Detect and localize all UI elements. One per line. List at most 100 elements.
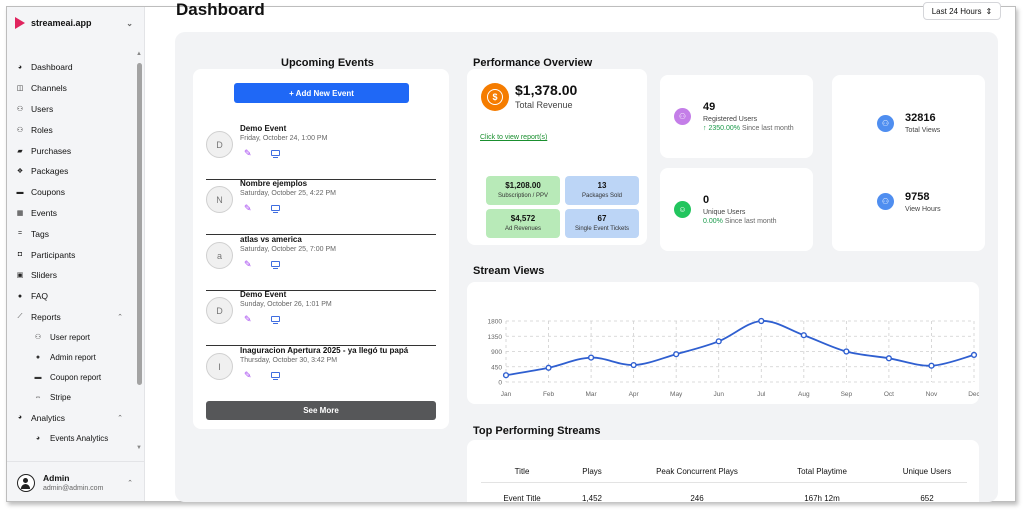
edit-icon[interactable]: ✎	[244, 259, 252, 269]
scroll-up-icon[interactable]: ▲	[136, 51, 142, 57]
sidebar-subitem-stripe[interactable]: ⇔ Stripe	[7, 387, 137, 407]
series-line	[505, 320, 975, 377]
table-cell: Event Title	[503, 494, 541, 503]
tile-value: $4,572	[510, 214, 536, 223]
list-item: D Demo Event Sunday, October 26, 1:01 PM…	[206, 290, 436, 346]
stream-views-chart: 0 450 900 1350 1800 Jan Feb Mar Apr May Jun Jul Aug S…	[467, 282, 979, 404]
time-range-value: Last 24 Hours	[931, 6, 982, 16]
data-point	[587, 354, 595, 361]
upcoming-events-card: + Add New Event D Demo Event Friday, Oct…	[193, 69, 449, 429]
event-avatar: D	[206, 131, 233, 158]
sidebar-item-users[interactable]: ⚇ Users	[7, 99, 137, 120]
edit-icon[interactable]: ✎	[244, 314, 252, 324]
sidebar-item-dashboard[interactable]: ◕ Dashboard	[7, 57, 137, 78]
sidebar-subitem-events-analytics[interactable]: ◕ Events Analytics	[7, 428, 137, 448]
delta-suffix: Since last month	[741, 125, 794, 132]
y-tick-label: 450	[491, 364, 502, 371]
analytics-icon: ◕	[17, 414, 23, 422]
user-report-icon: ⚇	[34, 334, 42, 342]
column-header[interactable]: Total Playtime	[797, 467, 847, 476]
monitor-icon[interactable]	[271, 316, 280, 325]
sidebar-item-channels[interactable]: ◫ Channels	[7, 78, 137, 99]
revenue-card: $ $1,378.00 Total Revenue Click to view …	[467, 69, 647, 245]
upcoming-events-title: Upcoming Events	[281, 57, 374, 69]
brand-switcher[interactable]: streameai.app ⌄	[15, 15, 133, 31]
x-tick-label: Jul	[757, 391, 766, 398]
add-event-button[interactable]: + Add New Event	[234, 83, 409, 103]
view-reports-link[interactable]: Click to view report(s)	[480, 134, 548, 141]
stream-views-title: Stream Views	[473, 265, 545, 277]
tile-value: 13	[597, 181, 607, 190]
sidebar-item-label: Dashboard	[31, 62, 73, 73]
column-header[interactable]: Peak Concurrent Plays	[656, 467, 738, 476]
user-icon: ☺	[674, 201, 691, 218]
sidebar-item-packages[interactable]: ❖ Packages	[7, 161, 137, 182]
monitor-icon[interactable]	[271, 205, 280, 214]
users-icon: ⚇	[674, 108, 691, 125]
edit-icon[interactable]: ✎	[244, 148, 252, 158]
event-date: Sunday, October 26, 1:01 PM	[240, 301, 332, 308]
monitor-icon[interactable]	[271, 150, 280, 159]
chevron-up-icon: ⌃	[127, 479, 133, 487]
top-streams-table: Title Plays Peak Concurrent Plays Total …	[467, 440, 979, 503]
sidebar-item-label: Stripe	[50, 392, 71, 402]
data-point	[630, 361, 637, 369]
reports-icon: ⟋	[17, 312, 23, 320]
view-hours-label: View Hours	[905, 206, 941, 213]
sidebar: streameai.app ⌄ ◕ Dashboard ◫ Channels ⚇ Us…	[7, 7, 145, 501]
column-header[interactable]: Plays	[582, 467, 602, 476]
coupons-icon: ▬	[16, 188, 24, 196]
sidebar-item-events[interactable]: ▦ Events	[7, 203, 137, 224]
ad-revenues-tile: $4,572 Ad Revenues	[486, 209, 560, 238]
purchases-icon: ▰	[17, 147, 23, 155]
sidebar-item-label: Purchases	[31, 145, 72, 156]
table-cell: 246	[690, 494, 704, 503]
table-cell: 652	[920, 494, 934, 503]
sidebar-item-purchases[interactable]: ▰ Purchases	[7, 140, 137, 161]
list-item: I Inaguracion Apertura 2025 - ya llegó t…	[206, 346, 436, 402]
see-more-button[interactable]: See More	[206, 401, 436, 420]
y-tick-label: 1800	[488, 319, 503, 326]
monitor-icon[interactable]	[271, 372, 280, 381]
edit-icon[interactable]: ✎	[244, 370, 252, 380]
sidebar-item-participants[interactable]: ◘ Participants	[7, 244, 137, 265]
sidebar-item-tags[interactable]: = Tags	[7, 223, 137, 244]
sidebar-item-label: Participants	[31, 249, 76, 260]
sidebar-nav: ◕ Dashboard ◫ Channels ⚇ Users ⚇ Roles ▰ Purc…	[7, 57, 137, 448]
sidebar-item-roles[interactable]: ⚇ Roles	[7, 119, 137, 140]
monitor-icon[interactable]	[271, 261, 280, 270]
sidebar-item-label: Coupons	[31, 187, 66, 198]
tile-value: $1,208.00	[505, 181, 541, 190]
edit-icon[interactable]: ✎	[244, 203, 252, 213]
sidebar-subitem-user-report[interactable]: ⚇ User report	[7, 327, 137, 347]
sidebar-item-reports[interactable]: ⟋ Reports ⌃	[7, 307, 137, 328]
data-point	[502, 372, 510, 379]
views-card: ⚇ 32816 Total Views ⚇ 9758 View Hours	[832, 75, 985, 251]
column-header[interactable]: Title	[514, 467, 530, 476]
x-tick-label: Mar	[585, 391, 597, 398]
admin-report-icon: ●	[35, 353, 41, 361]
sidebar-scrollbar[interactable]: ▲ ▼	[136, 51, 142, 451]
sidebar-item-label: User report	[50, 332, 91, 342]
event-title: Nombre ejemplos	[240, 179, 308, 188]
sidebar-item-sliders[interactable]: ▣ Sliders	[7, 265, 137, 286]
y-tick-label: 1350	[488, 334, 503, 341]
scrollbar-thumb[interactable]	[137, 63, 142, 385]
sidebar-subitem-admin-report[interactable]: ● Admin report	[7, 347, 137, 367]
column-header[interactable]: Unique Users	[902, 467, 952, 476]
event-date: Thursday, October 30, 3:42 PM	[240, 357, 338, 364]
list-item: a atlas vs america Saturday, October 25,…	[206, 235, 436, 291]
unique-users-label: Unique Users	[703, 209, 746, 216]
user-menu[interactable]: Admin admin@admin.com ⌃	[7, 461, 145, 501]
sidebar-item-coupons[interactable]: ▬ Coupons	[7, 182, 137, 203]
scroll-down-icon[interactable]: ▼	[136, 445, 142, 451]
sidebar-subitem-coupon-report[interactable]: ▬ Coupon report	[7, 367, 137, 387]
tile-label: Packages Sold	[581, 193, 623, 199]
data-point	[715, 338, 722, 345]
time-range-select[interactable]: Last 24 Hours ⇕	[923, 2, 1001, 20]
sidebar-item-faq[interactable]: ● FAQ	[7, 286, 137, 307]
sidebar-item-analytics[interactable]: ◕ Analytics ⌃	[7, 407, 137, 428]
line-chart: 0 450 900 1350 1800 Jan Feb Mar Apr May Jun Jul Aug S…	[488, 317, 979, 398]
registered-users-card: ⚇ 49 Registered Users ↑ 2350.00% Since l…	[660, 75, 813, 158]
total-views-label: Total Views	[905, 127, 941, 134]
